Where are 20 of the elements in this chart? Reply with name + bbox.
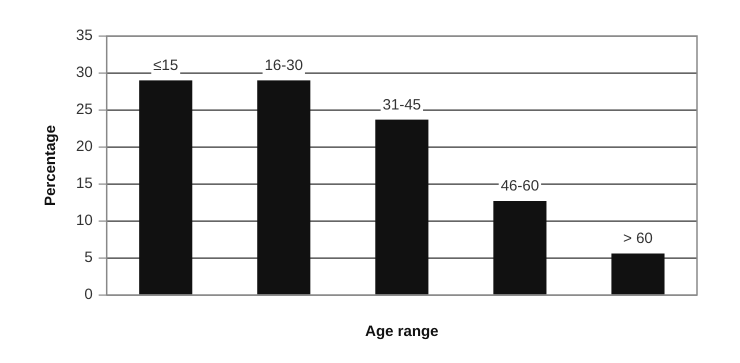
x-tick-label: 46-60: [500, 178, 540, 195]
y-tick-label: 15: [76, 175, 93, 192]
y-tick-label: 5: [84, 249, 93, 266]
x-tick-label: 16-30: [264, 57, 303, 74]
y-axis-title: Percentage: [42, 125, 60, 206]
bar: [139, 80, 192, 294]
y-tick-label: 30: [76, 64, 93, 82]
x-tick-label: > 60: [623, 230, 653, 248]
x-tick-label: 31-45: [382, 96, 422, 114]
y-tick-label: 10: [76, 212, 93, 230]
x-tick-label: ≤15: [153, 57, 178, 74]
bar: [257, 80, 310, 294]
y-tick-label: 20: [76, 138, 93, 156]
bar: [375, 120, 428, 294]
y-tick-label: 25: [76, 101, 93, 118]
y-tick-label: 35: [76, 27, 93, 44]
bar: [493, 201, 546, 294]
x-axis-title: Age range: [365, 323, 439, 340]
y-tick-label: 0: [84, 286, 93, 304]
bar: [611, 254, 665, 294]
